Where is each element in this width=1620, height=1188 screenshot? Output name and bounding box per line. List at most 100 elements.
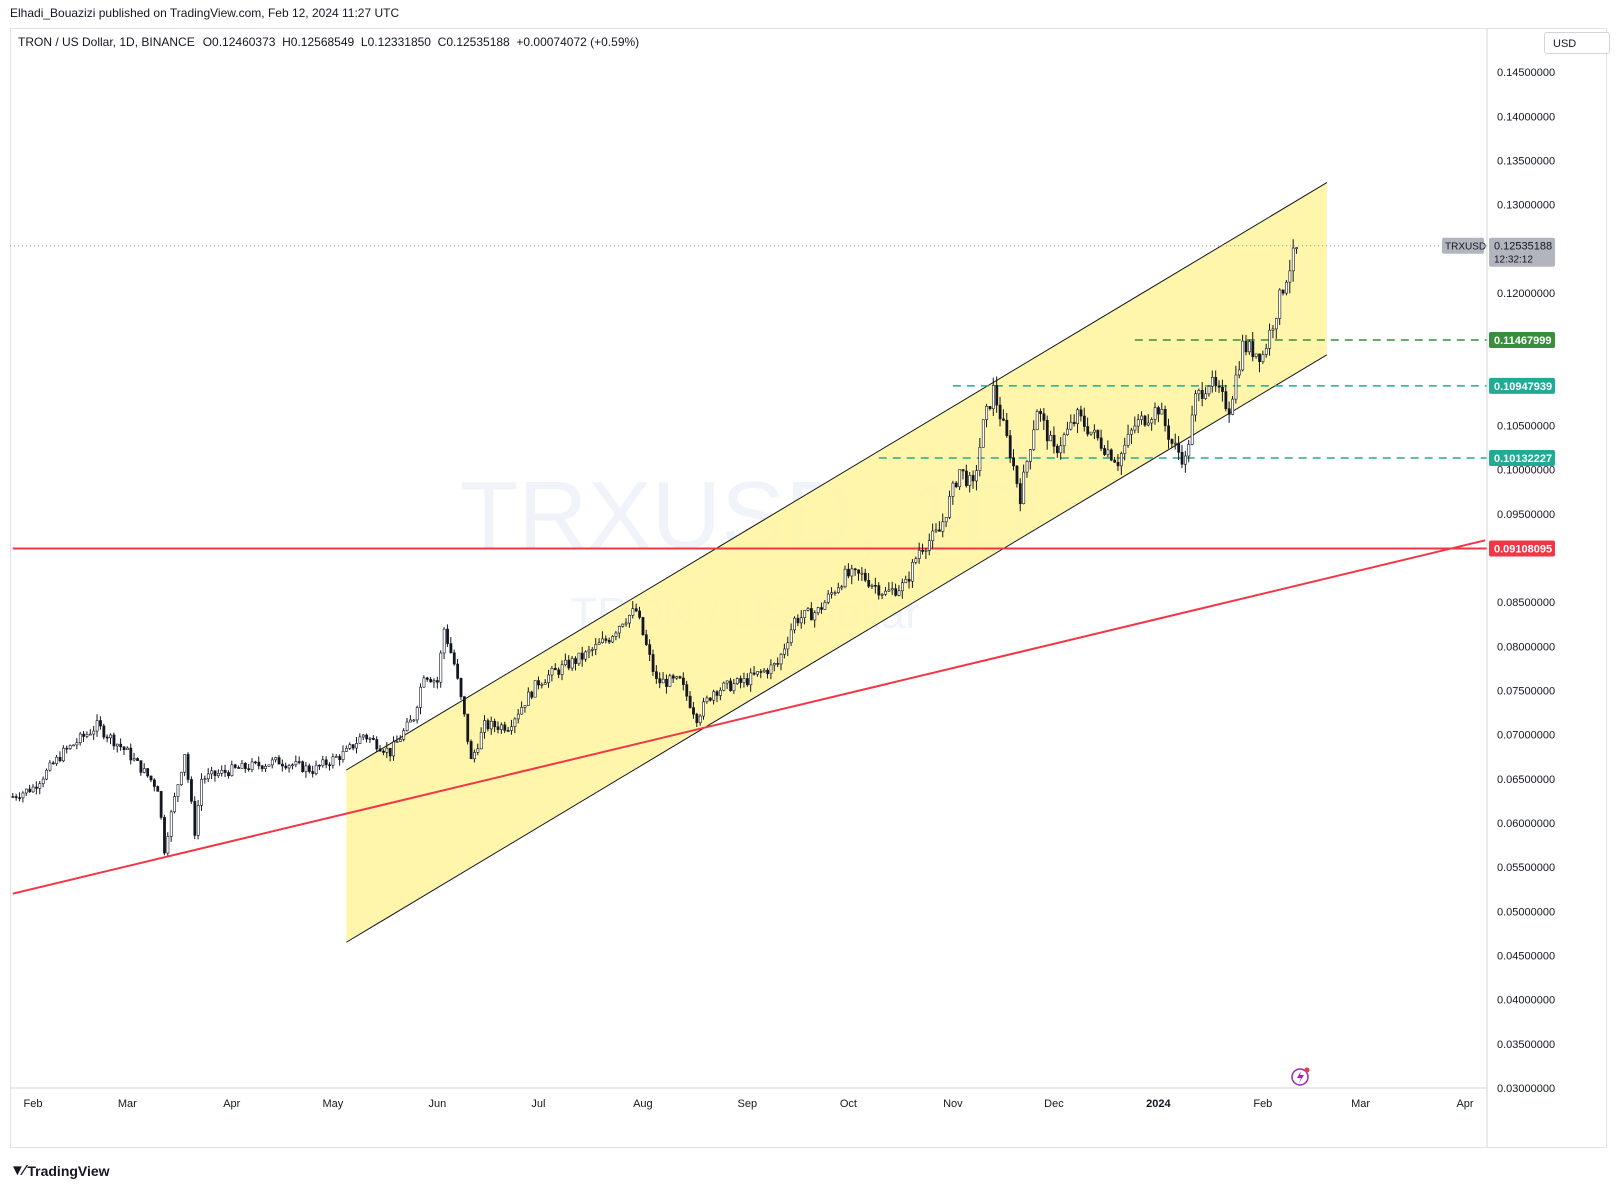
candle-body <box>543 682 547 685</box>
candle-body <box>1002 418 1005 421</box>
y-tick-label: 0.06000000 <box>1497 818 1555 830</box>
candle-body <box>99 720 102 727</box>
trendline[interactable] <box>12 539 1486 895</box>
lightning-icon[interactable] <box>1291 1068 1309 1086</box>
symbol-tag-bg <box>1442 237 1484 254</box>
x-tick-label: Dec <box>1044 1098 1064 1110</box>
candle-body <box>830 592 834 595</box>
candle-body <box>739 678 743 683</box>
candle-body <box>284 765 288 769</box>
candle-body <box>398 738 402 742</box>
candle-body <box>1106 449 1110 455</box>
candle-body <box>446 628 449 644</box>
candle-body <box>560 664 564 675</box>
red-trendline[interactable] <box>12 539 1486 895</box>
candle-body <box>786 642 790 650</box>
price-axis[interactable]: 0.14500000 0.14000000 0.13500000 0.13000000… <box>1486 28 1555 1147</box>
candle-body <box>1059 445 1063 454</box>
candle-body <box>301 761 305 773</box>
candle-body <box>237 767 241 769</box>
candle-body <box>179 771 183 785</box>
ohlc-values: O0.12460373 H0.12568549 L0.12331850 C0.1… <box>202 35 640 49</box>
candle-body <box>432 680 436 683</box>
candle-body <box>580 652 584 660</box>
candle-body <box>500 724 503 730</box>
ascending-channel[interactable] <box>346 182 1328 943</box>
candle-body <box>567 659 571 669</box>
candle-body <box>860 572 864 575</box>
candle-body <box>644 634 648 645</box>
candle-body <box>14 796 18 798</box>
candle-body <box>1200 390 1204 399</box>
candle-body <box>951 482 955 497</box>
candle-body <box>1136 419 1140 427</box>
candle-body <box>307 765 311 772</box>
symbol-title[interactable]: TRON / US Dollar, 1D, BINANCE <box>18 35 195 49</box>
channel-lower-line[interactable] <box>346 354 1328 943</box>
candle-body <box>1227 408 1231 415</box>
x-tick-label: Nov <box>943 1098 963 1110</box>
y-tick-label: 0.03500000 <box>1497 1039 1555 1051</box>
candle-body <box>857 569 861 574</box>
candle-body <box>109 734 112 739</box>
candle-body <box>1062 434 1066 447</box>
candle-body <box>1049 434 1053 442</box>
candle-body <box>914 558 918 563</box>
candle-body <box>894 588 898 596</box>
candle-body <box>183 754 187 773</box>
candle-body <box>230 764 234 776</box>
candle-body <box>692 707 695 715</box>
candle-body <box>1123 444 1127 454</box>
candle-body <box>294 761 298 766</box>
candle-body <box>368 738 372 740</box>
candle-body <box>281 763 284 767</box>
candle-body <box>146 768 150 777</box>
candle-body <box>523 705 527 708</box>
candle-body <box>1089 431 1093 435</box>
candle-body <box>617 626 621 634</box>
candle-body <box>1039 411 1042 414</box>
candle-body <box>746 678 749 686</box>
candle-body <box>1079 409 1083 417</box>
candle-body <box>1207 385 1211 395</box>
time-axis[interactable]: Feb Mar Apr May Jun Jul Aug Sep Oct Nov Dec 2024 Feb… <box>10 1087 1487 1110</box>
candle-body <box>476 748 480 753</box>
candle-body <box>890 588 894 591</box>
candle-body <box>948 496 951 518</box>
candle-body <box>530 691 534 698</box>
tradingview-logo[interactable]: ▼⁄ TradingView <box>10 1162 110 1179</box>
candle-body <box>934 529 938 532</box>
candle-body <box>735 678 739 684</box>
candle-body <box>193 801 197 836</box>
symbol-tag-text: TRXUSD <box>1445 242 1486 253</box>
candle-body <box>975 470 978 482</box>
candle-body <box>1258 353 1261 362</box>
candle-body <box>1153 407 1157 420</box>
candle-body <box>1281 289 1285 294</box>
candle-body <box>1133 425 1137 431</box>
candle-body <box>991 385 995 410</box>
candle-body <box>51 762 55 765</box>
candle-body <box>513 718 517 727</box>
y-tick-label: 0.05000000 <box>1497 906 1555 918</box>
candle-body <box>836 587 840 593</box>
candle-body <box>651 654 655 672</box>
candle-body <box>139 760 143 773</box>
candle-body <box>1066 428 1069 436</box>
candle-body <box>1042 413 1046 421</box>
tradingview-icon: ▼⁄ <box>10 1162 25 1179</box>
channel-fill[interactable] <box>346 182 1327 943</box>
candle-body <box>351 744 355 749</box>
currency-button[interactable]: USD <box>1544 32 1610 54</box>
candle-body <box>1099 437 1103 449</box>
channel-upper-line[interactable] <box>346 182 1328 771</box>
candle-body <box>274 757 278 761</box>
candle-body <box>338 756 342 761</box>
y-tick-label: 0.13000000 <box>1497 200 1555 212</box>
chart-area[interactable] <box>10 28 1607 1148</box>
candle-body <box>1160 409 1164 415</box>
candle-body <box>250 761 254 770</box>
candle-body <box>18 797 22 799</box>
candle-body <box>702 701 706 717</box>
